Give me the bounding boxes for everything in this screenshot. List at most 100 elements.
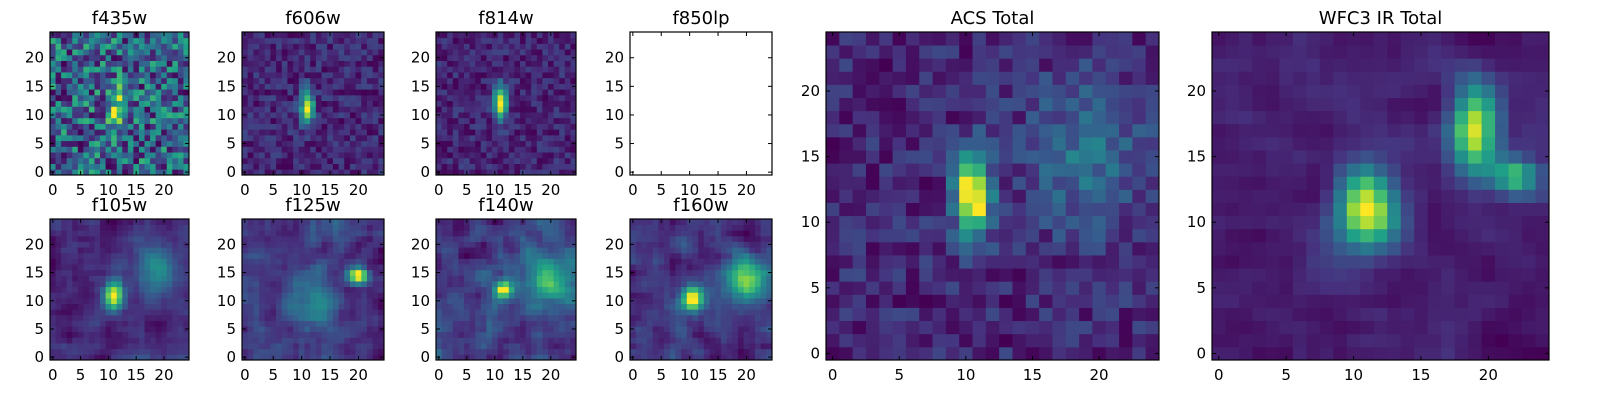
heatmap-cell xyxy=(332,123,339,130)
heatmap-cell xyxy=(183,320,190,327)
heatmap-cell xyxy=(264,60,271,67)
heatmap-cell xyxy=(259,134,266,142)
heatmap-cell xyxy=(464,134,470,142)
heatmap-cell xyxy=(55,354,62,361)
heatmap-cell xyxy=(508,94,515,102)
heatmap-cell xyxy=(172,309,179,316)
heatmap-cell xyxy=(321,343,328,350)
heatmap-cell xyxy=(559,112,566,119)
heatmap-cell xyxy=(287,297,294,304)
heatmap-cell xyxy=(122,309,129,316)
heatmap-cell xyxy=(635,281,642,288)
heatmap-cell xyxy=(548,140,554,147)
heatmap-cell xyxy=(310,66,317,73)
heatmap-cell xyxy=(1025,189,1040,203)
heatmap-cell xyxy=(469,224,476,231)
heatmap-cell xyxy=(458,169,465,176)
heatmap-cell xyxy=(116,134,123,142)
heatmap-cell xyxy=(726,292,733,299)
heatmap-cell xyxy=(61,100,68,107)
heatmap-cell xyxy=(458,146,465,153)
heatmap-cell xyxy=(564,169,571,176)
heatmap-cell xyxy=(726,247,733,254)
heatmap-cell xyxy=(310,49,317,56)
heatmap-cell xyxy=(264,146,271,153)
heatmap-cell xyxy=(116,303,123,310)
heatmap-cell xyxy=(686,258,693,265)
heatmap-cell xyxy=(486,320,493,327)
heatmap-cell xyxy=(298,326,305,333)
heatmap-cell xyxy=(122,275,129,282)
heatmap-cell xyxy=(520,43,526,50)
heatmap-cell xyxy=(133,348,140,355)
heatmap-cell xyxy=(932,320,947,335)
heatmap-cell xyxy=(61,37,68,44)
heatmap-cell xyxy=(698,230,705,237)
heatmap-cell xyxy=(259,123,266,130)
heatmap-cell xyxy=(344,303,351,310)
heatmap-cell xyxy=(709,314,716,321)
heatmap-cell xyxy=(77,309,84,316)
heatmap-cell xyxy=(732,314,739,321)
heatmap-cell xyxy=(242,134,249,142)
heatmap-cell xyxy=(641,247,648,254)
heatmap-cell xyxy=(905,294,920,308)
heatmap-cell xyxy=(77,140,84,147)
heatmap-cell xyxy=(839,255,854,269)
heatmap-cell xyxy=(177,72,184,79)
heatmap-cell xyxy=(1105,255,1120,269)
heatmap-cell xyxy=(355,281,362,288)
heatmap-cell xyxy=(111,54,118,61)
heatmap-cell xyxy=(1145,215,1160,230)
heatmap-cell xyxy=(276,320,283,327)
heatmap-cell xyxy=(475,252,482,259)
heatmap-cell xyxy=(247,54,254,61)
heatmap-cell xyxy=(570,303,577,310)
heatmap-cell xyxy=(276,134,283,142)
heatmap-cell xyxy=(116,100,123,107)
heatmap-cell xyxy=(61,354,68,361)
heatmap-cell xyxy=(349,269,356,276)
heatmap-cell xyxy=(441,140,448,147)
heatmap-cell xyxy=(270,275,277,282)
heatmap-cell xyxy=(452,60,459,67)
heatmap-cell xyxy=(520,241,526,248)
heatmap-cell xyxy=(1105,228,1120,243)
heatmap-cell xyxy=(436,224,442,231)
heatmap-cell xyxy=(480,275,487,282)
heatmap-cell xyxy=(172,326,179,333)
heatmap-cell xyxy=(77,43,84,50)
heatmap-cell xyxy=(497,258,504,265)
heatmap-cell xyxy=(183,286,190,293)
heatmap-cell xyxy=(441,275,448,282)
heatmap-cell xyxy=(293,77,300,84)
heatmap-cell xyxy=(378,292,385,299)
heatmap-cell xyxy=(508,348,515,355)
heatmap-cell xyxy=(247,32,254,39)
heatmap-cell xyxy=(497,219,504,226)
heatmap-cell xyxy=(253,320,260,327)
heatmap-cell xyxy=(111,49,118,56)
heatmap-cell xyxy=(514,343,521,350)
heatmap-cell xyxy=(1092,268,1107,282)
heatmap-cell xyxy=(508,247,515,254)
heatmap-cell xyxy=(464,66,470,73)
heatmap-cell xyxy=(298,112,305,119)
heatmap-cell xyxy=(664,326,671,333)
heatmap-cell xyxy=(315,348,322,355)
heatmap-cell xyxy=(315,94,322,102)
heatmap-cell xyxy=(66,247,73,254)
heatmap-cell xyxy=(732,230,739,237)
heatmap-cell xyxy=(172,314,179,321)
heatmap-cell xyxy=(503,269,510,276)
heatmap-cell xyxy=(264,43,271,50)
heatmap-cell xyxy=(480,269,487,276)
heatmap-cell xyxy=(310,247,317,254)
heatmap-cell xyxy=(1039,268,1053,282)
heatmap-cell xyxy=(72,32,79,39)
heatmap-cell xyxy=(548,146,554,153)
heatmap-cell xyxy=(692,331,699,338)
heatmap-cell xyxy=(652,230,659,237)
heatmap-cell xyxy=(520,100,526,107)
heatmap-cell xyxy=(344,163,351,170)
